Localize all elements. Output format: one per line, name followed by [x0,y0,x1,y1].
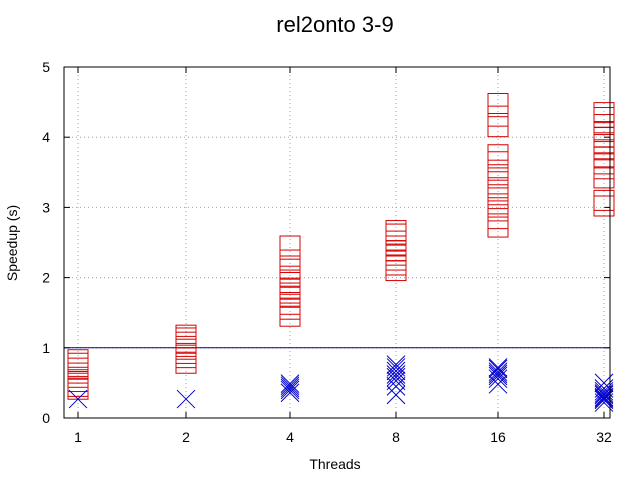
cross-marker [488,358,508,377]
cross-marker-stroke [386,361,406,381]
x-tick-label: 8 [392,429,400,445]
data-marks [67,93,615,412]
cross-marker [488,369,508,389]
cross-marker-stroke [386,355,406,375]
cross-marker-stroke [386,358,406,377]
square-marker [487,93,509,115]
cross-marker-stroke [488,364,508,384]
square-marker [279,235,301,257]
cross-marker [68,389,88,409]
cross-marker-stroke [280,374,300,393]
plot-border [63,66,611,419]
x-tick-label: 1 [74,429,82,445]
y-axis-label: Speedup (s) [4,205,20,281]
cross-marker [488,364,508,384]
cross-marker-stroke [488,362,508,382]
cross-marker [386,385,406,405]
x-axis-label: Threads [309,456,360,472]
square-marker [487,144,509,166]
square-marker [487,116,509,138]
y-tick-label: 4 [42,129,50,145]
square-marker [279,249,301,271]
cross-marker [488,362,508,382]
chart-title: rel2onto 3-9 [276,12,393,37]
cross-marker-stroke [488,366,508,386]
cross-marker-stroke [488,359,508,379]
cross-marker [386,371,406,391]
cross-marker-stroke [280,378,300,398]
square-marker [175,324,197,346]
y-tick-label: 3 [42,199,50,215]
x-tick-label: 16 [490,429,506,445]
cross-marker-stroke [386,371,406,391]
square-marker [593,189,615,211]
cross-marker-stroke [280,380,300,400]
square-marker [593,102,615,124]
cross-marker [280,376,300,396]
cross-marker-stroke [280,383,300,403]
cross-marker-stroke [488,369,508,389]
y-tick-label: 5 [42,59,50,75]
cross-marker [280,383,300,403]
cross-marker-stroke [176,389,196,409]
square-marker [385,220,407,242]
cross-marker [280,374,300,393]
cross-marker [386,355,406,375]
cross-marker [386,358,406,377]
cross-marker [386,365,406,384]
cross-marker [488,359,508,379]
cross-marker-stroke [386,365,406,384]
cross-marker [386,361,406,381]
y-tick-label: 2 [42,270,50,286]
y-tick-label: 0 [42,410,50,426]
x-tick-label: 2 [182,429,190,445]
tick-labels: 0 1 2 3 4 5 1 2 4 8 16 32 [42,59,612,445]
cross-marker-stroke [68,389,88,409]
cross-marker [280,378,300,398]
cross-marker [280,380,300,400]
cross-marker-stroke [386,385,406,405]
cross-marker-stroke [280,376,300,396]
square-marker [487,105,509,127]
y-tick-label: 1 [42,340,50,356]
cross-marker [488,366,508,386]
cross-marker [176,389,196,409]
x-tick-label: 4 [286,429,294,445]
x-tick-label: 32 [596,429,612,445]
square-marker [67,349,89,371]
cross-marker-stroke [488,358,508,377]
